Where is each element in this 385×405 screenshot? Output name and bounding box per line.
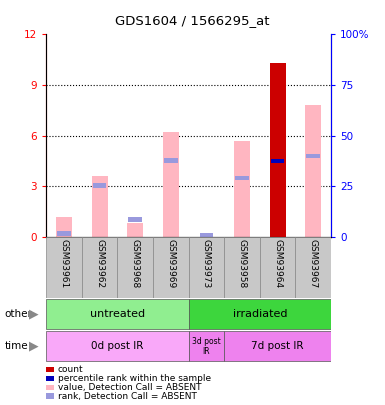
- Bar: [235, 175, 249, 180]
- Text: irradiated: irradiated: [233, 309, 287, 319]
- Bar: [82, 237, 117, 298]
- Bar: [189, 299, 331, 329]
- Bar: [46, 331, 189, 361]
- Text: other: other: [5, 309, 32, 319]
- Bar: [224, 237, 260, 298]
- Text: time: time: [5, 341, 28, 351]
- Bar: [189, 331, 224, 361]
- Text: GSM93962: GSM93962: [95, 239, 104, 288]
- Text: GSM93964: GSM93964: [273, 239, 282, 288]
- Bar: [92, 176, 108, 237]
- Bar: [129, 217, 142, 222]
- Bar: [270, 161, 286, 237]
- Bar: [153, 237, 189, 298]
- Text: GSM93968: GSM93968: [131, 239, 140, 288]
- Bar: [270, 63, 286, 237]
- Text: rank, Detection Call = ABSENT: rank, Detection Call = ABSENT: [58, 392, 196, 401]
- Text: untreated: untreated: [90, 309, 145, 319]
- Text: 7d post IR: 7d post IR: [251, 341, 304, 351]
- Text: GSM93969: GSM93969: [166, 239, 175, 288]
- Text: GSM93967: GSM93967: [309, 239, 318, 288]
- Bar: [189, 237, 224, 298]
- Bar: [271, 159, 285, 163]
- Text: count: count: [58, 365, 83, 374]
- Bar: [46, 299, 189, 329]
- Text: percentile rank within the sample: percentile rank within the sample: [58, 374, 211, 383]
- Text: 3d post
IR: 3d post IR: [192, 337, 221, 356]
- Bar: [117, 237, 153, 298]
- Text: 0d post IR: 0d post IR: [91, 341, 144, 351]
- Bar: [271, 159, 285, 163]
- Text: GSM93958: GSM93958: [238, 239, 246, 288]
- Text: GSM93961: GSM93961: [60, 239, 69, 288]
- Bar: [163, 132, 179, 237]
- Bar: [164, 158, 177, 162]
- Bar: [305, 105, 321, 237]
- Bar: [46, 237, 82, 298]
- Bar: [57, 231, 71, 236]
- Bar: [93, 183, 106, 188]
- Text: value, Detection Call = ABSENT: value, Detection Call = ABSENT: [58, 383, 201, 392]
- Bar: [56, 217, 72, 237]
- Bar: [296, 237, 331, 298]
- Text: GDS1604 / 1566295_at: GDS1604 / 1566295_at: [115, 14, 270, 27]
- Bar: [224, 331, 331, 361]
- Bar: [234, 141, 250, 237]
- Bar: [260, 237, 296, 298]
- Text: GSM93973: GSM93973: [202, 239, 211, 288]
- Bar: [127, 224, 143, 237]
- Text: ▶: ▶: [29, 307, 38, 320]
- Bar: [306, 153, 320, 158]
- Bar: [200, 232, 213, 237]
- Text: ▶: ▶: [29, 340, 38, 353]
